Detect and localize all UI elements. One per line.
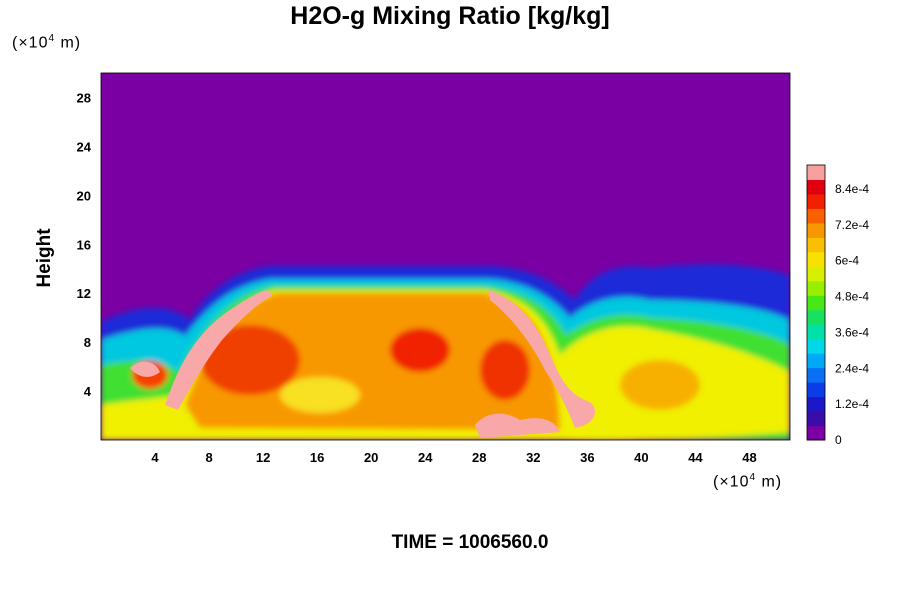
colorbar-swatch <box>807 208 825 224</box>
y-unit-suffix: m) <box>55 34 82 52</box>
y-axis-label: Height <box>34 228 55 288</box>
field-swirl-1 <box>200 325 300 395</box>
colorbar-swatch <box>807 338 825 354</box>
x-tick-label: 40 <box>634 450 648 465</box>
x-tick-label: 16 <box>310 450 324 465</box>
y-tick-label: 28 <box>77 90 91 105</box>
colorbar-label: 4.8e-4 <box>835 290 869 304</box>
y-unit-exp: 4 <box>48 33 56 44</box>
colorbar-swatch <box>807 396 825 412</box>
maxima-bottom <box>475 413 560 438</box>
colorbar-swatch <box>807 251 825 267</box>
colorbar-swatch <box>807 266 825 282</box>
colorbar-swatch <box>807 367 825 383</box>
colorbar-swatch <box>807 353 825 369</box>
colorbar-swatch <box>807 411 825 427</box>
colorbar-swatch <box>807 324 825 340</box>
field-swirl-4 <box>620 360 700 410</box>
x-tick-label: 24 <box>418 450 433 465</box>
x-tick-label: 44 <box>688 450 703 465</box>
colorbar-label: 6e-4 <box>835 254 859 268</box>
x-tick-label: 12 <box>256 450 270 465</box>
y-tick-label: 12 <box>77 286 91 301</box>
colorbar-label: 3.6e-4 <box>835 325 869 339</box>
x-tick-label: 8 <box>205 450 212 465</box>
x-axis-unit: (×104 m) <box>713 472 782 491</box>
colorbar-swatch <box>807 165 825 180</box>
y-axis-ticks: 4 8 12 16 20 24 28 <box>77 90 92 399</box>
time-label: TIME = 1006560.0 <box>391 532 549 553</box>
y-axis-unit: (×104 m) <box>12 33 81 52</box>
y-tick-label: 16 <box>77 237 91 252</box>
x-tick-label: 4 <box>151 450 159 465</box>
x-tick-label: 48 <box>742 450 756 465</box>
colorbar-label: 8.4e-4 <box>835 182 869 196</box>
x-tick-label: 32 <box>526 450 540 465</box>
field-swirl-2 <box>390 328 450 372</box>
colorbar-swatch <box>807 179 825 195</box>
y-tick-label: 4 <box>84 384 92 399</box>
maxima-small <box>130 361 160 377</box>
y-tick-label: 8 <box>84 335 91 350</box>
maxima-right-edge <box>488 290 595 428</box>
plot-area <box>101 73 790 440</box>
x-tick-label: 36 <box>580 450 594 465</box>
colorbar-swatch <box>807 280 825 296</box>
colorbar-labels: 0 1.2e-4 2.4e-4 3.6e-4 4.8e-4 6e-4 7.2e-4 8.4e-… <box>835 182 869 447</box>
colorbar-swatch <box>807 309 825 325</box>
x-tick-label: 20 <box>364 450 378 465</box>
field-swirl-3 <box>480 340 530 400</box>
x-unit-exp: 4 <box>749 472 757 483</box>
colorbar-label: 0 <box>835 433 842 447</box>
x-unit-suffix: m) <box>756 473 783 491</box>
colorbar-label: 7.2e-4 <box>835 218 869 232</box>
colorbar-swatch <box>807 382 825 398</box>
colorbar <box>806 164 826 441</box>
y-unit-base: (×10 <box>12 34 49 52</box>
y-tick-label: 24 <box>77 139 92 154</box>
colorbar-label: 2.4e-4 <box>835 361 869 375</box>
field-maxima <box>130 290 595 438</box>
chart-title: H2O-g Mixing Ratio [kg/kg] <box>290 2 610 30</box>
x-axis-ticks: 4 8 12 16 20 24 28 32 36 40 44 48 <box>151 450 756 465</box>
colorbar-swatch <box>807 193 825 209</box>
colorbar-label: 1.2e-4 <box>835 397 869 411</box>
maxima-left-edge <box>165 290 272 410</box>
colorbar-swatch <box>807 237 825 253</box>
colorbar-swatch <box>807 425 825 441</box>
colorbar-swatch <box>807 222 825 238</box>
y-tick-label: 20 <box>77 188 91 203</box>
field-band-orange <box>185 293 560 430</box>
field-swirl-5 <box>280 377 360 413</box>
colorbar-frame <box>806 164 826 441</box>
x-unit-base: (×10 <box>713 473 750 491</box>
plot-frame <box>100 72 791 441</box>
x-tick-label: 28 <box>472 450 486 465</box>
colorbar-swatch <box>807 295 825 311</box>
moisture-field <box>101 264 790 440</box>
